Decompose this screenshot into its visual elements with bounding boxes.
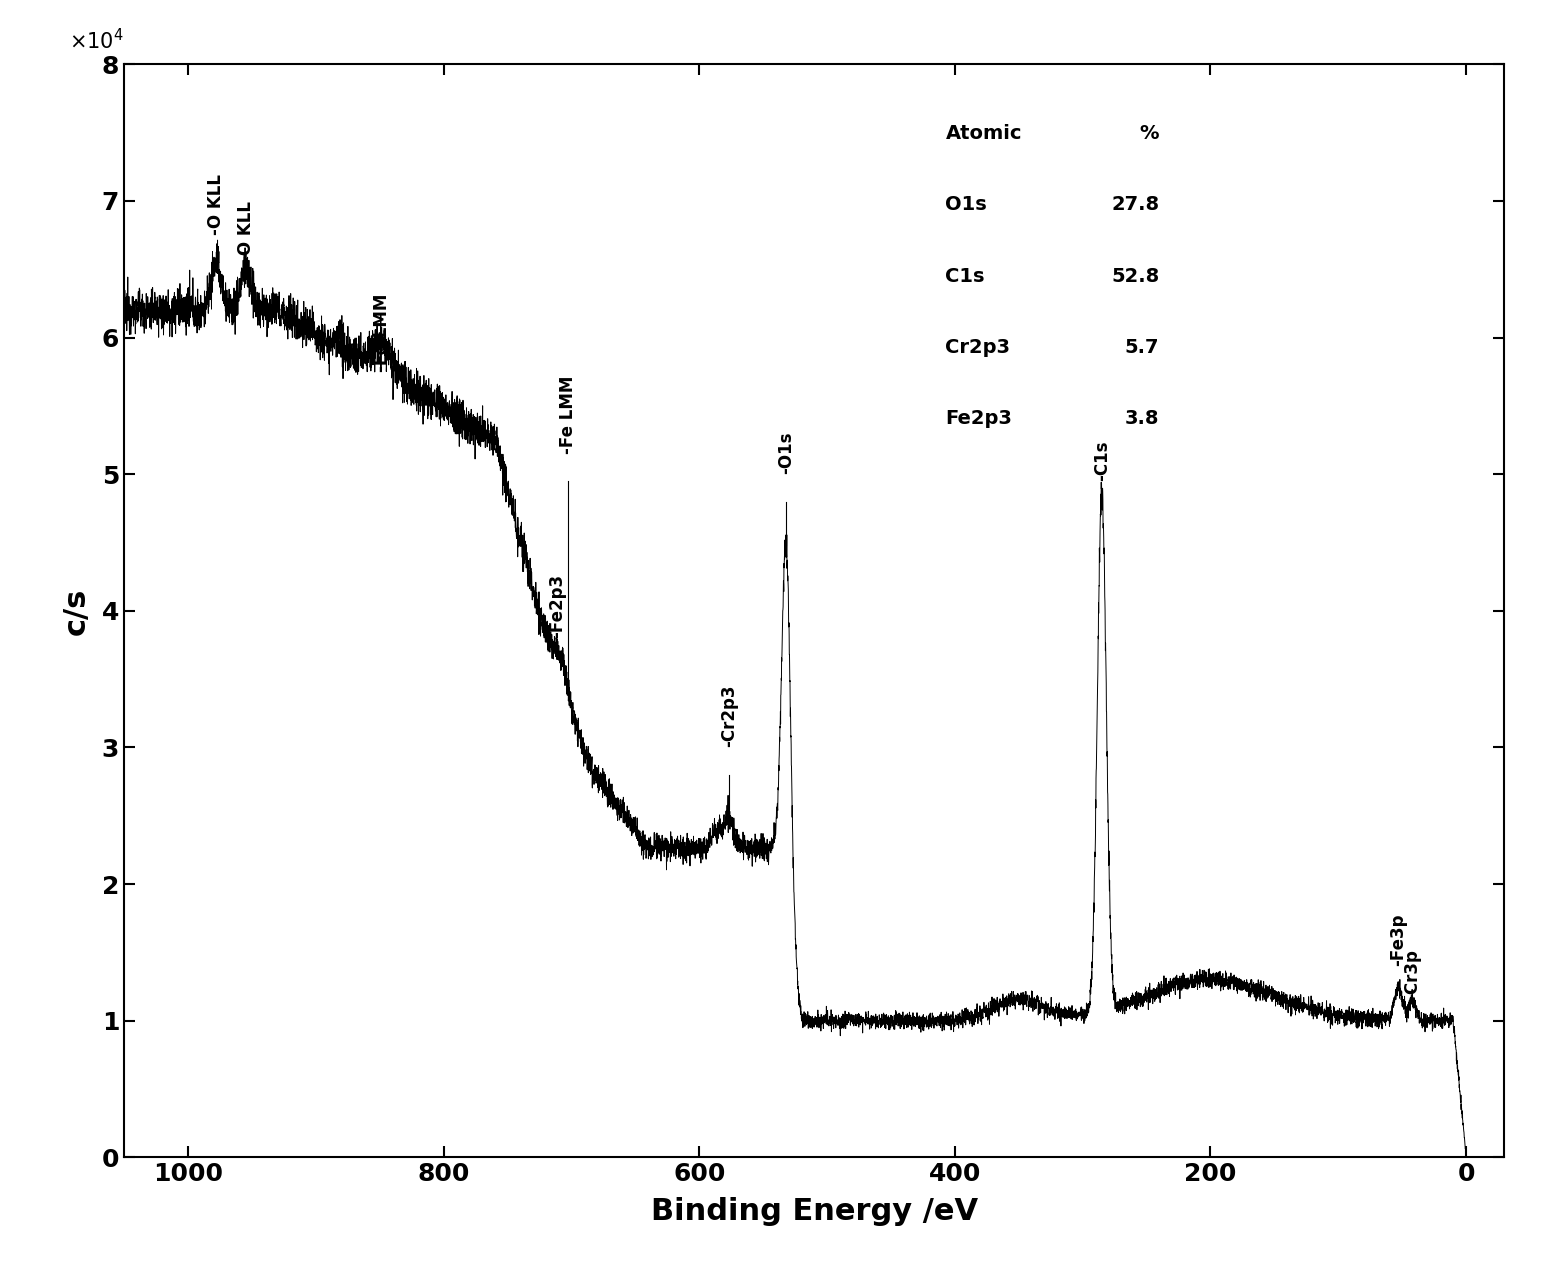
- Text: $\times10^4$: $\times10^4$: [68, 28, 124, 53]
- Text: -Fe3p: -Fe3p: [1390, 913, 1407, 966]
- Text: 3.8: 3.8: [1124, 409, 1159, 428]
- Text: C1s: C1s: [946, 266, 985, 285]
- Text: O1s: O1s: [946, 195, 986, 215]
- Text: Atomic: Atomic: [946, 125, 1022, 144]
- Text: -Fe2p3: -Fe2p3: [549, 574, 566, 638]
- Text: -Cr3p: -Cr3p: [1404, 949, 1421, 1001]
- Text: -Fe LMM: -Fe LMM: [558, 376, 577, 454]
- Text: Cr2p3: Cr2p3: [946, 338, 1010, 356]
- Text: -O KLL: -O KLL: [208, 174, 225, 235]
- Text: Fe2p3: Fe2p3: [946, 409, 1013, 428]
- Text: 52.8: 52.8: [1111, 266, 1159, 285]
- Text: -Cr2p3: -Cr2p3: [720, 685, 738, 747]
- X-axis label: Binding Energy /eV: Binding Energy /eV: [651, 1197, 977, 1227]
- Text: -O1s: -O1s: [777, 432, 796, 475]
- Text: 27.8: 27.8: [1111, 195, 1159, 215]
- Text: -C1s: -C1s: [1093, 441, 1111, 481]
- Text: -O KLL: -O KLL: [236, 202, 254, 262]
- Text: 5.7: 5.7: [1124, 338, 1159, 356]
- Y-axis label: c/s: c/s: [62, 588, 90, 634]
- Text: %: %: [1140, 125, 1159, 144]
- Text: -Fe LMM: -Fe LMM: [374, 293, 391, 372]
